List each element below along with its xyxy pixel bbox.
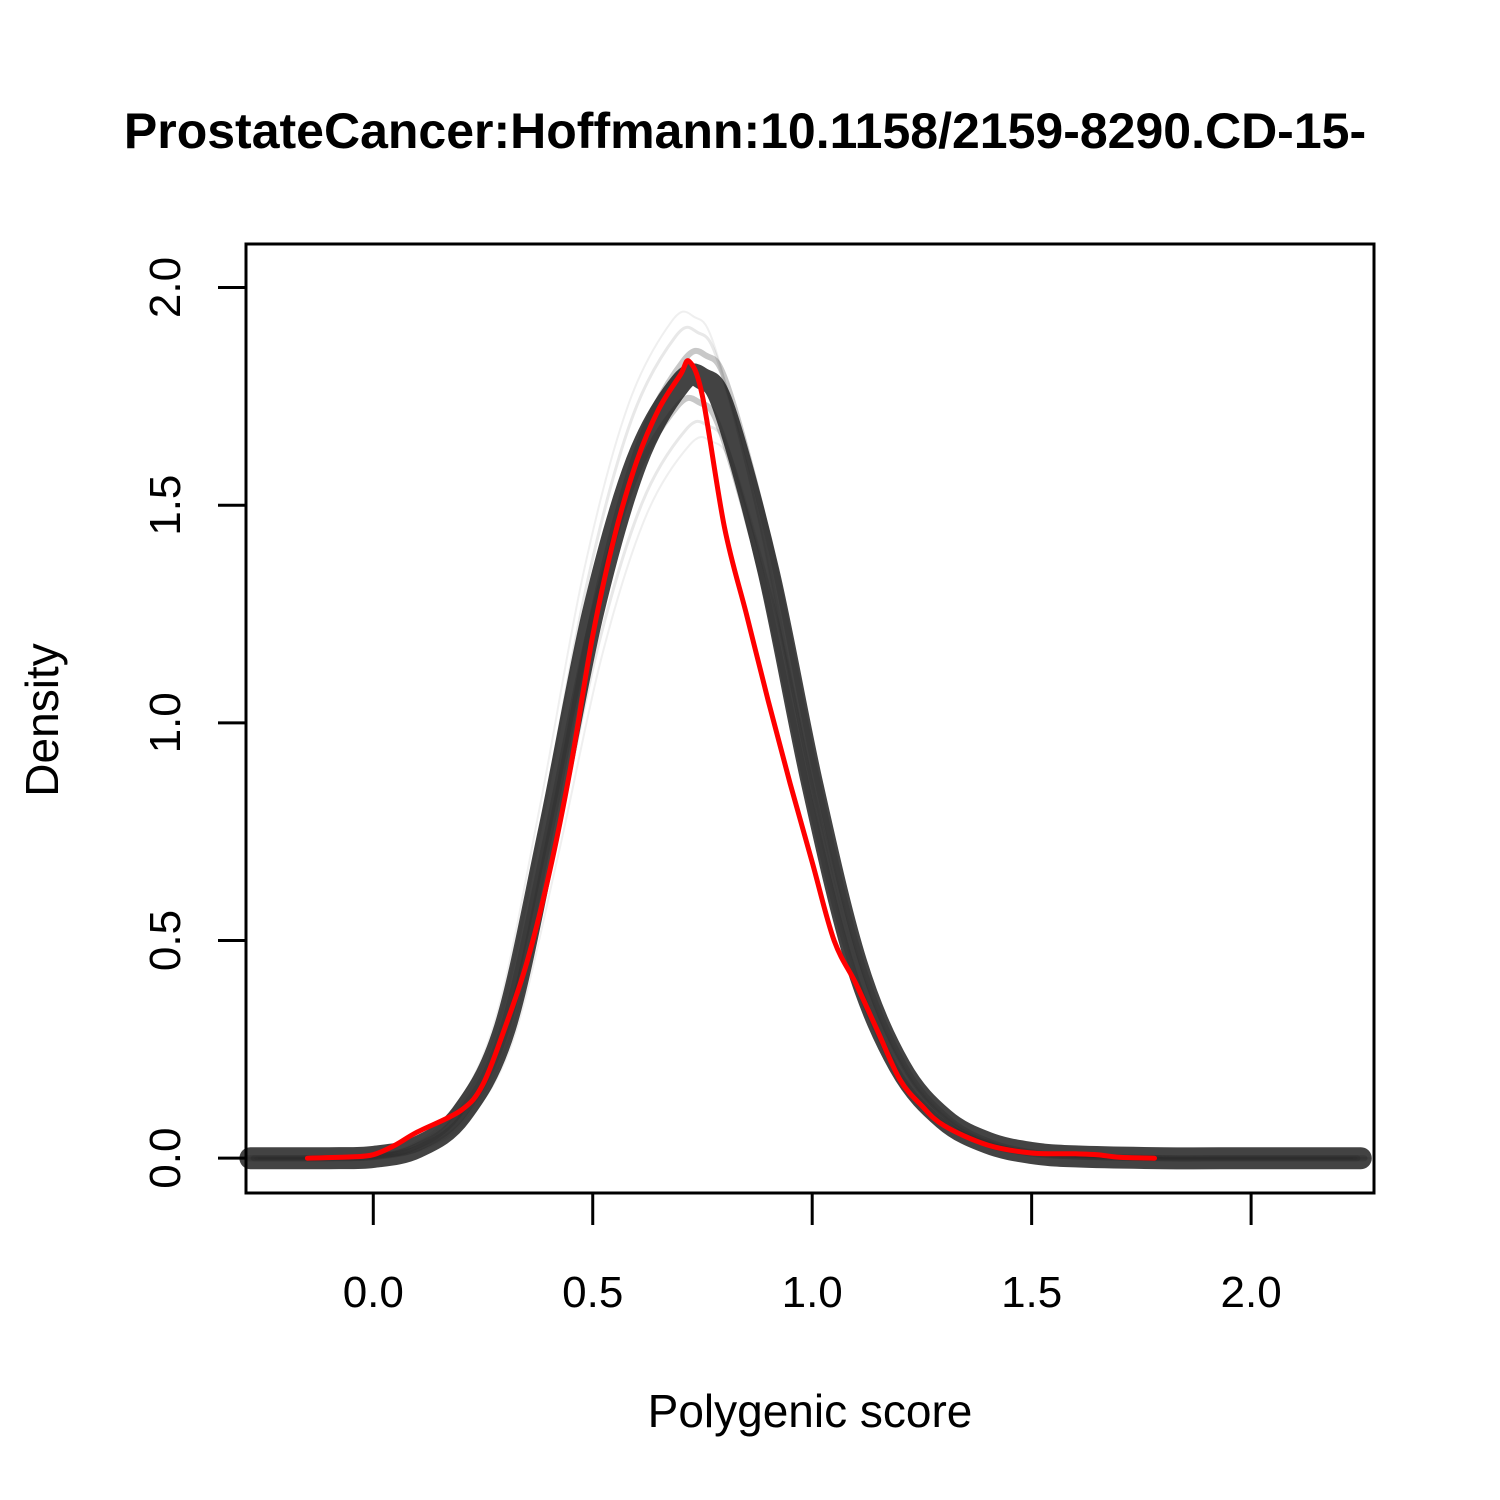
y-tick-label-2: 1.0 [141,692,190,753]
x-axis: 0.0 0.5 1.0 1.5 2.0 [343,1193,1282,1317]
observed-density-line [304,358,1157,1161]
x-tick-label-2: 1.0 [782,1268,843,1317]
y-tick-label-0: 0.0 [141,1128,190,1189]
y-axis: 0.0 0.5 1.0 1.5 2.0 [141,257,246,1189]
x-tick-label-0: 0.0 [343,1268,404,1317]
y-axis-label: Density [16,643,68,796]
simulated-density-band [239,310,1372,1170]
x-tick-label-3: 1.5 [1001,1268,1062,1317]
x-axis-label: Polygenic score [648,1385,973,1437]
y-tick-label-1: 0.5 [141,910,190,971]
chart-title: ProstateCancer:Hoffmann:10.1158/2159-829… [124,103,1366,159]
plot-frame [244,242,1376,1195]
simulated-density-curve-7 [243,394,1361,1162]
simulated-density-curve-6 [250,347,1368,1162]
y-tick-label-3: 1.5 [141,475,190,536]
x-tick-label-1: 0.5 [562,1268,623,1317]
x-tick-label-4: 2.0 [1221,1268,1282,1317]
y-tick-label-4: 2.0 [141,257,190,318]
